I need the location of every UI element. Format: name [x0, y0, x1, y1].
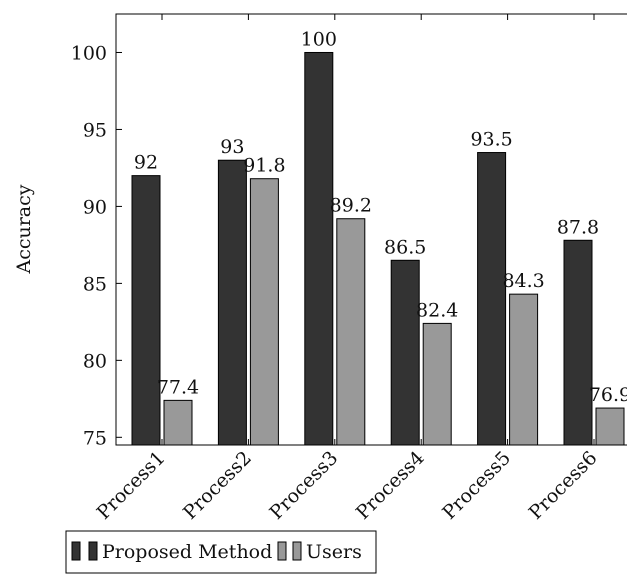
bar-proposed-method-process4 — [390, 259, 420, 446]
data-label-proposed-method-process4: 86.5 — [384, 236, 426, 258]
data-label-proposed-method-process1: 92 — [134, 152, 158, 174]
bar-proposed-method-process1 — [131, 175, 161, 446]
bar-users-process6 — [595, 407, 625, 446]
bar-proposed-method-process3 — [304, 51, 334, 446]
legend-label-users: Users — [306, 541, 362, 563]
y-tick-label-75: 75 — [83, 427, 107, 449]
legend: Proposed Method Users — [65, 530, 377, 574]
x-tick-label-process1: Process1 — [93, 447, 170, 524]
x-tick-label-process6: Process6 — [525, 447, 602, 524]
data-label-proposed-method-process5: 93.5 — [470, 129, 512, 151]
bar-users-process4 — [422, 322, 452, 446]
legend-swatch-proposed-method — [88, 541, 98, 561]
bar-proposed-method-process2 — [217, 159, 247, 446]
legend-swatch-users — [277, 541, 287, 561]
bar-users-process3 — [336, 218, 366, 446]
bar-proposed-method-process5 — [477, 152, 507, 446]
legend-item-proposed-method: Proposed Method — [71, 541, 272, 563]
x-tick-label-process5: Process5 — [438, 447, 515, 524]
data-label-users-process1: 77.4 — [157, 376, 199, 398]
bar-proposed-method-process6 — [563, 239, 593, 446]
y-tick-label-95: 95 — [83, 119, 107, 141]
bar-users-process1 — [163, 399, 193, 446]
data-label-users-process6: 76.9 — [589, 384, 627, 406]
plot-area-frame — [115, 13, 627, 446]
legend-item-users: Users — [277, 541, 362, 563]
bar-users-process2 — [249, 178, 279, 446]
legend-box — [65, 530, 377, 574]
data-label-proposed-method-process2: 93 — [220, 136, 244, 158]
y-tick-label-80: 80 — [83, 350, 107, 372]
legend-swatch-proposed-method — [71, 541, 81, 561]
data-label-users-process4: 82.4 — [416, 299, 458, 321]
x-tick-label-process2: Process2 — [179, 447, 256, 524]
x-tick-label-process3: Process3 — [265, 447, 342, 524]
data-label-users-process2: 91.8 — [243, 155, 285, 177]
y-tick-label-85: 85 — [83, 273, 107, 295]
data-label-proposed-method-process3: 100 — [301, 28, 337, 50]
x-tick-label-process4: Process4 — [352, 447, 429, 524]
legend-label-proposed-method: Proposed Method — [102, 541, 272, 563]
data-label-proposed-method-process6: 87.8 — [557, 216, 599, 238]
y-tick-label-100: 100 — [71, 42, 107, 64]
data-label-users-process3: 89.2 — [330, 195, 372, 217]
y-axis-label: Accuracy — [13, 184, 35, 274]
y-tick-label-90: 90 — [83, 196, 107, 218]
bar-users-process5 — [509, 293, 539, 446]
legend-swatch-users — [292, 541, 302, 561]
data-label-users-process5: 84.3 — [502, 270, 544, 292]
